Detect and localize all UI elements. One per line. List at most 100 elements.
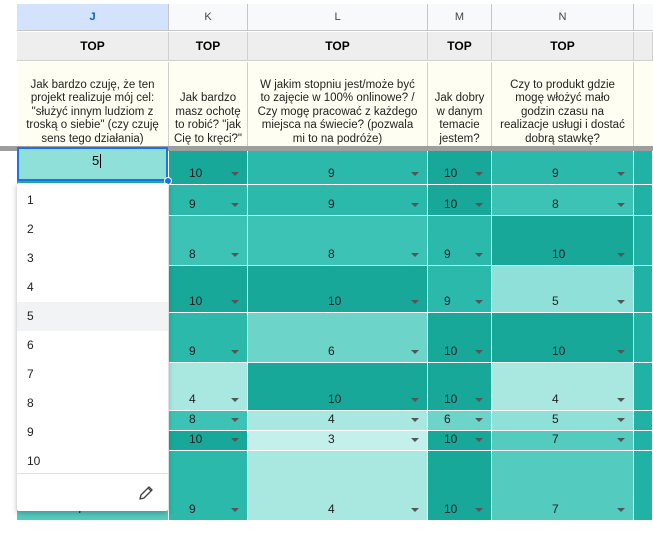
- chevron-down-icon[interactable]: [475, 203, 483, 207]
- grid-cell-l[interactable]: 6: [248, 313, 428, 363]
- chevron-down-icon[interactable]: [617, 398, 625, 402]
- grid-cell-n[interactable]: 7: [492, 431, 634, 451]
- grid-cell-o[interactable]: [634, 266, 653, 313]
- grid-cell-k[interactable]: 9: [169, 451, 248, 521]
- question-cell-j[interactable]: Jak bardzo czuję, że ten projekt realizu…: [17, 62, 169, 146]
- chevron-down-icon[interactable]: [617, 300, 625, 304]
- top-cell-j[interactable]: TOP: [17, 32, 169, 61]
- top-cell-n[interactable]: TOP: [492, 32, 634, 61]
- grid-cell-l[interactable]: 8: [248, 216, 428, 266]
- grid-cell-n[interactable]: 10: [492, 313, 634, 363]
- grid-cell-o[interactable]: [634, 313, 653, 363]
- grid-cell-k[interactable]: 10: [169, 266, 248, 313]
- dropdown-option[interactable]: 7: [17, 360, 168, 389]
- active-cell-j[interactable]: 5: [17, 147, 168, 181]
- chevron-down-icon[interactable]: [231, 300, 239, 304]
- chevron-down-icon[interactable]: [411, 508, 419, 512]
- grid-cell-l[interactable]: 3: [248, 431, 428, 451]
- grid-cell-o[interactable]: [634, 431, 653, 451]
- dropdown-option[interactable]: 10: [17, 447, 168, 476]
- chevron-down-icon[interactable]: [617, 253, 625, 257]
- chevron-down-icon[interactable]: [231, 398, 239, 402]
- grid-cell-k[interactable]: 8: [169, 411, 248, 431]
- grid-cell-k[interactable]: 4: [169, 363, 248, 411]
- chevron-down-icon[interactable]: [231, 203, 239, 207]
- grid-cell-k[interactable]: 9: [169, 313, 248, 363]
- dropdown-option[interactable]: 8: [17, 389, 168, 418]
- dropdown-option[interactable]: 2: [17, 215, 168, 244]
- chevron-down-icon[interactable]: [475, 172, 483, 176]
- dropdown-option[interactable]: 9: [17, 418, 168, 447]
- grid-cell-l[interactable]: 10: [248, 363, 428, 411]
- grid-cell-l[interactable]: 9: [248, 185, 428, 216]
- grid-cell-m[interactable]: 10: [428, 185, 492, 216]
- grid-cell-l[interactable]: 10: [248, 266, 428, 313]
- chevron-down-icon[interactable]: [411, 253, 419, 257]
- dropdown-option-selected[interactable]: 5: [17, 302, 168, 331]
- grid-cell-n[interactable]: 7: [492, 451, 634, 521]
- grid-cell-m[interactable]: 10: [428, 431, 492, 451]
- chevron-down-icon[interactable]: [617, 350, 625, 354]
- chevron-down-icon[interactable]: [617, 172, 625, 176]
- column-header-j[interactable]: J: [17, 4, 169, 31]
- top-cell-m[interactable]: TOP: [428, 32, 492, 61]
- chevron-down-icon[interactable]: [617, 508, 625, 512]
- column-header-k[interactable]: K: [169, 4, 248, 31]
- grid-cell-k[interactable]: 9: [169, 185, 248, 216]
- grid-cell-k[interactable]: 10: [169, 151, 248, 185]
- question-cell-k[interactable]: Jak bardzo masz ochotę to robić? "jak Ci…: [169, 62, 248, 146]
- top-cell-o[interactable]: [634, 32, 653, 61]
- grid-cell-m[interactable]: 10: [428, 151, 492, 185]
- chevron-down-icon[interactable]: [475, 418, 483, 422]
- chevron-down-icon[interactable]: [475, 508, 483, 512]
- grid-cell-l[interactable]: 4: [248, 451, 428, 521]
- chevron-down-icon[interactable]: [475, 350, 483, 354]
- grid-cell-l[interactable]: 4: [248, 411, 428, 431]
- grid-cell-k[interactable]: 10: [169, 431, 248, 451]
- dropdown-option[interactable]: 3: [17, 244, 168, 273]
- grid-cell-o[interactable]: [634, 411, 653, 431]
- grid-cell-n[interactable]: 8: [492, 185, 634, 216]
- dropdown-option[interactable]: 6: [17, 331, 168, 360]
- top-cell-k[interactable]: TOP: [169, 32, 248, 61]
- grid-cell-m[interactable]: 10: [428, 363, 492, 411]
- chevron-down-icon[interactable]: [231, 418, 239, 422]
- chevron-down-icon[interactable]: [231, 508, 239, 512]
- question-cell-l[interactable]: W jakim stopniu jest/może być to zajęcie…: [248, 62, 428, 146]
- chevron-down-icon[interactable]: [475, 253, 483, 257]
- chevron-down-icon[interactable]: [411, 300, 419, 304]
- dropdown-option[interactable]: 4: [17, 273, 168, 302]
- chevron-down-icon[interactable]: [475, 300, 483, 304]
- grid-cell-n[interactable]: 4: [492, 363, 634, 411]
- top-cell-l[interactable]: TOP: [248, 32, 428, 61]
- grid-cell-o[interactable]: [634, 151, 653, 185]
- chevron-down-icon[interactable]: [411, 438, 419, 442]
- chevron-down-icon[interactable]: [231, 172, 239, 176]
- grid-cell-k[interactable]: 8: [169, 216, 248, 266]
- grid-cell-m[interactable]: 9: [428, 266, 492, 313]
- grid-cell-l[interactable]: 9: [248, 151, 428, 185]
- grid-cell-o[interactable]: [634, 185, 653, 216]
- chevron-down-icon[interactable]: [411, 350, 419, 354]
- chevron-down-icon[interactable]: [231, 253, 239, 257]
- grid-cell-m[interactable]: 10: [428, 313, 492, 363]
- column-header-l[interactable]: L: [248, 4, 428, 31]
- question-cell-n[interactable]: Czy to produkt gdzie mogę włożyć mało go…: [492, 62, 634, 146]
- question-cell-o[interactable]: [634, 62, 653, 146]
- chevron-down-icon[interactable]: [231, 350, 239, 354]
- grid-cell-n[interactable]: 5: [492, 411, 634, 431]
- chevron-down-icon[interactable]: [411, 418, 419, 422]
- chevron-down-icon[interactable]: [617, 203, 625, 207]
- column-header-n[interactable]: N: [492, 4, 634, 31]
- chevron-down-icon[interactable]: [617, 438, 625, 442]
- chevron-down-icon[interactable]: [411, 398, 419, 402]
- column-header-m[interactable]: M: [428, 4, 492, 31]
- chevron-down-icon[interactable]: [411, 172, 419, 176]
- grid-cell-m[interactable]: 6: [428, 411, 492, 431]
- chevron-down-icon[interactable]: [411, 203, 419, 207]
- question-cell-m[interactable]: Jak dobry w danym temacie jestem?: [428, 62, 492, 146]
- dropdown-option[interactable]: 1: [17, 186, 168, 215]
- grid-cell-n[interactable]: 9: [492, 151, 634, 185]
- grid-cell-o[interactable]: [634, 363, 653, 411]
- chevron-down-icon[interactable]: [617, 418, 625, 422]
